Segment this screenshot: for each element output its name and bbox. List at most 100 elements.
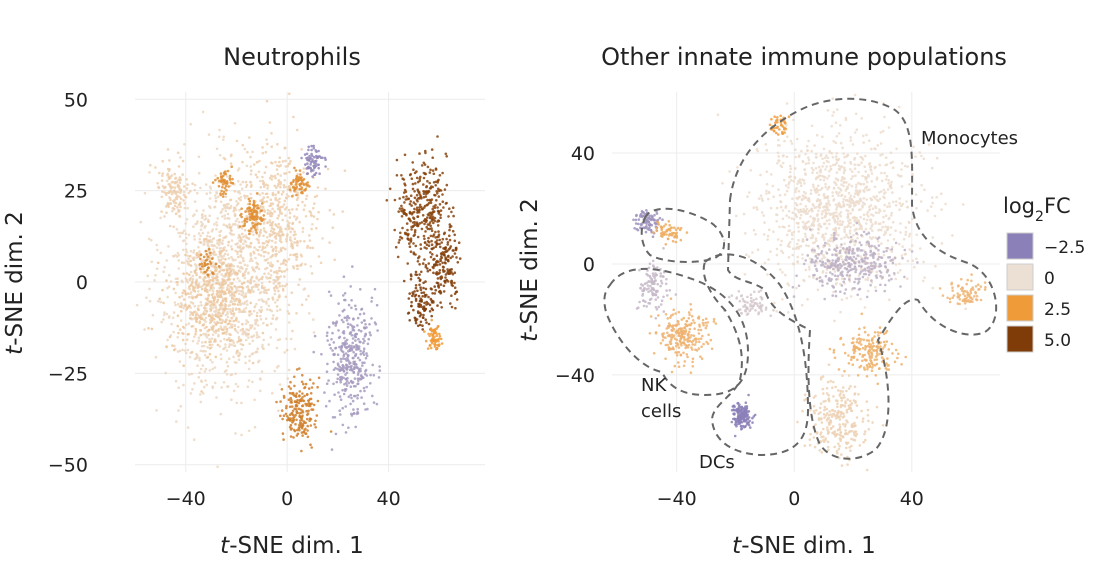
cell-point	[343, 336, 346, 340]
cell-point	[332, 360, 335, 364]
cell-point	[794, 212, 797, 216]
cell-point	[359, 389, 362, 393]
cell-point	[304, 182, 308, 186]
cell-point	[846, 203, 849, 206]
cell-point	[439, 283, 443, 286]
cell-point	[277, 269, 281, 273]
cell-point	[312, 144, 316, 148]
cell-point	[308, 246, 312, 250]
cell-point	[234, 208, 238, 212]
cell-point	[179, 231, 182, 235]
cell-point	[208, 289, 211, 292]
cell-point	[239, 342, 242, 346]
cell-point	[208, 352, 212, 356]
cell-point	[419, 288, 423, 292]
cell-point	[409, 194, 413, 197]
cell-point	[870, 213, 873, 216]
cell-point	[278, 160, 281, 164]
cell-point	[438, 242, 441, 246]
cell-point	[204, 217, 208, 220]
cell-point	[306, 162, 309, 165]
cell-point	[844, 198, 848, 202]
cell-point	[831, 156, 835, 159]
cell-point	[450, 268, 454, 271]
cell-point	[179, 156, 182, 159]
cell-point	[189, 392, 193, 395]
cell-point	[240, 227, 244, 230]
cell-point	[255, 336, 259, 339]
cell-point	[218, 230, 221, 234]
cell-point	[157, 186, 161, 190]
scatter-points	[632, 93, 987, 472]
cell-point	[289, 159, 292, 163]
cell-point	[327, 379, 330, 382]
cell-point	[794, 148, 797, 151]
cell-point	[289, 236, 292, 239]
cell-point	[797, 196, 801, 199]
cell-point	[350, 348, 354, 352]
cell-point	[227, 337, 231, 340]
cell-point	[358, 358, 362, 362]
cell-point	[436, 192, 439, 195]
cell-point	[420, 221, 424, 224]
cell-point	[250, 227, 253, 230]
cell-point	[258, 245, 262, 249]
cell-point	[189, 283, 193, 287]
cell-point	[875, 176, 879, 179]
cell-point	[248, 199, 251, 203]
cell-point	[836, 108, 839, 111]
cell-point	[261, 205, 265, 209]
cell-point	[334, 366, 337, 370]
cell-point	[219, 353, 223, 356]
cell-point	[189, 189, 192, 193]
cell-point	[832, 211, 836, 215]
cell-point	[285, 237, 288, 241]
cell-point	[303, 394, 306, 398]
cell-point	[798, 180, 801, 184]
cell-point	[288, 92, 291, 96]
cell-point	[230, 296, 234, 300]
cell-point	[358, 312, 362, 316]
cell-point	[215, 246, 219, 249]
cell-point	[309, 161, 313, 164]
cell-point	[252, 334, 256, 337]
cell-point	[843, 155, 846, 159]
cell-point	[884, 156, 888, 159]
cell-point	[218, 318, 222, 321]
cell-point	[830, 124, 833, 128]
cell-point	[168, 224, 172, 228]
cell-point	[174, 192, 178, 195]
cell-point	[147, 327, 150, 330]
cell-point	[234, 382, 238, 386]
cell-point	[429, 251, 432, 254]
cell-point	[352, 367, 356, 371]
cell-point	[819, 170, 823, 174]
cell-point	[254, 283, 258, 287]
cell-point	[261, 175, 264, 179]
cell-point	[291, 247, 295, 250]
cell-point	[271, 391, 274, 395]
cell-point	[267, 288, 270, 292]
cell-point	[213, 222, 216, 226]
cell-point	[203, 308, 207, 312]
cell-point	[816, 288, 820, 292]
cell-point	[765, 189, 768, 193]
cell-point	[310, 272, 314, 275]
cell-point	[868, 165, 872, 169]
cell-point	[266, 240, 270, 244]
cell-point	[359, 329, 363, 333]
cell-point	[843, 228, 846, 231]
cell-point	[344, 352, 348, 355]
cell-point	[754, 233, 757, 236]
cell-point	[240, 285, 244, 289]
cell-point	[183, 143, 186, 146]
cell-point	[418, 152, 421, 155]
cell-point	[209, 253, 212, 257]
cell-point	[216, 343, 220, 347]
cell-point	[445, 183, 449, 187]
cell-point	[876, 144, 880, 147]
cell-point	[765, 182, 769, 186]
cell-point	[285, 206, 288, 209]
cell-point	[442, 206, 445, 209]
cell-point	[245, 220, 249, 223]
